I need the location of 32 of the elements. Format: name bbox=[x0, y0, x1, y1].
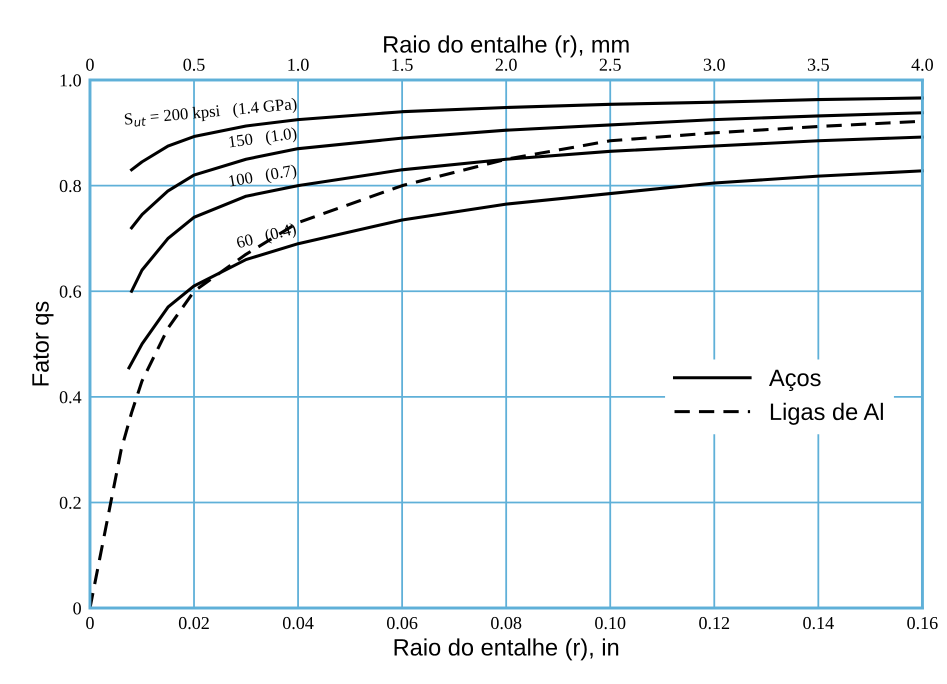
x2-tick-label: 0 bbox=[86, 58, 94, 71]
legend-label: Ligas de Al bbox=[770, 402, 883, 425]
y-axis-title: Fator qs bbox=[32, 302, 54, 386]
x2-axis-title: Raio do entalhe (r), mm bbox=[384, 35, 629, 58]
x-tick-label: 0.08 bbox=[491, 616, 522, 630]
x-tick-label: 0.02 bbox=[178, 616, 209, 630]
x-tick-label: 0.10 bbox=[595, 616, 626, 630]
x-tick-label: 0.14 bbox=[803, 616, 834, 630]
x2-tick-label: 3.5 bbox=[808, 58, 829, 71]
x2-tick-label: 0.5 bbox=[183, 58, 205, 71]
annotation: 150 (1.0) bbox=[228, 126, 298, 151]
y-tick-label: 1.0 bbox=[60, 74, 81, 87]
x-axis-title: Raio do entalhe (r), in bbox=[394, 638, 618, 660]
x2-tick-label: 2.5 bbox=[600, 58, 621, 71]
x2-tick-label: 2.0 bbox=[496, 58, 517, 71]
x-tick-label: 0.06 bbox=[387, 616, 418, 630]
y-tick-label: 0.6 bbox=[60, 286, 82, 298]
y-tick-label: 0.4 bbox=[60, 391, 82, 404]
legend-label: Aços bbox=[769, 370, 821, 392]
y-tick-label: 0 bbox=[73, 602, 81, 615]
x2-tick-label: 1.0 bbox=[288, 58, 309, 71]
y-tick-label: 0.2 bbox=[60, 496, 81, 509]
y-tick-label: 0.8 bbox=[60, 180, 81, 192]
x-tick-label: 0 bbox=[86, 616, 94, 630]
annotation: S$_{ut}$ = 200 kpsi (1.4 GPa) bbox=[124, 98, 298, 128]
x2-tick-label: 1.5 bbox=[392, 58, 413, 71]
x-tick-label: 0.12 bbox=[699, 616, 730, 630]
x2-tick-label: 4.0 bbox=[911, 58, 933, 71]
x-tick-label: 0.04 bbox=[282, 616, 314, 630]
x2-tick-label: 3.0 bbox=[704, 58, 725, 71]
x-tick-label: 0.16 bbox=[907, 616, 938, 630]
annotation: 100 (0.7) bbox=[228, 164, 298, 190]
